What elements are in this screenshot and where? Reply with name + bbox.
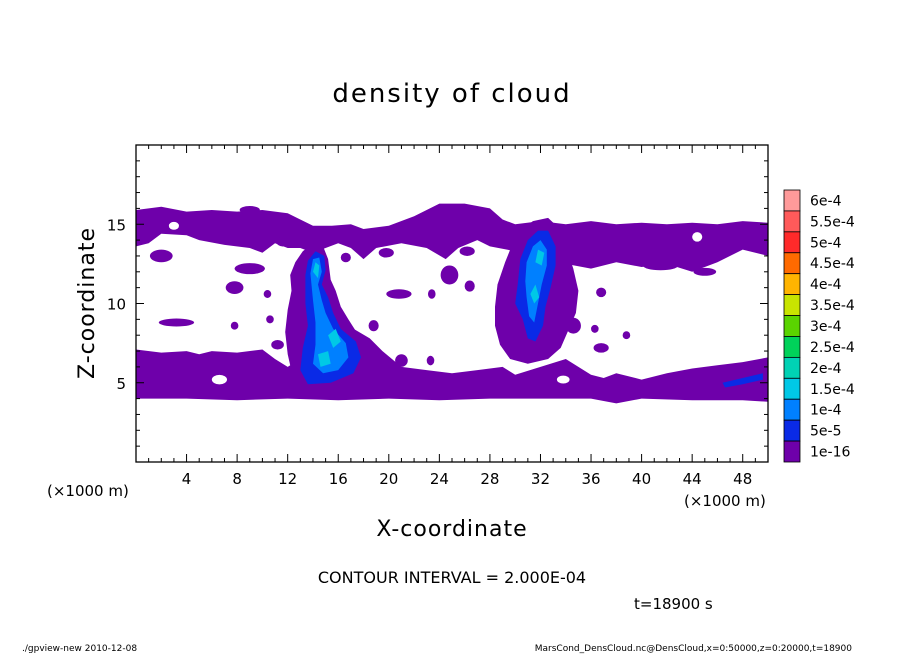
y-unit-label: (×1000 m) xyxy=(47,482,129,500)
legend-label: 5e-4 xyxy=(810,235,842,251)
cloud-blob xyxy=(459,246,475,256)
legend-label: 4e-4 xyxy=(810,277,842,293)
cloud-blob xyxy=(591,324,599,333)
legend-label: 1e-16 xyxy=(810,445,850,461)
cloud-band-lower xyxy=(136,327,768,404)
cloud-blob xyxy=(440,265,459,285)
cloud-blob xyxy=(266,315,274,324)
cloud-blob xyxy=(464,280,475,292)
x-tick-label: 48 xyxy=(733,470,752,488)
density-field xyxy=(136,203,768,404)
cloud-gap xyxy=(556,375,570,384)
x-tick-label: 16 xyxy=(329,470,348,488)
legend-label: 3e-4 xyxy=(810,319,842,335)
cloud-blob xyxy=(642,260,679,271)
cloud-blob xyxy=(368,320,379,332)
cloud-blob xyxy=(386,289,412,299)
cloud-blob xyxy=(593,343,609,353)
legend-label: 5.5e-4 xyxy=(810,214,855,230)
cloud-blob xyxy=(234,263,265,275)
y-tick-label: 5 xyxy=(116,375,126,393)
legend-swatch xyxy=(783,356,801,379)
plume-left-core-blue xyxy=(310,257,349,374)
plume-left-mid-cyan xyxy=(328,328,341,348)
cloud-blob xyxy=(427,289,436,299)
cloud-blob xyxy=(239,206,260,214)
plume-right-top-cyan xyxy=(535,249,545,266)
cloud-blob xyxy=(158,318,195,327)
legend-label: 6e-4 xyxy=(810,193,842,209)
cloud-blob xyxy=(395,354,408,367)
cloud-blob xyxy=(596,287,607,298)
cloud-blob xyxy=(378,248,394,258)
x-tick-label: 20 xyxy=(379,470,398,488)
y-tick-label: 10 xyxy=(107,296,126,314)
legend-swatch xyxy=(783,231,801,254)
footer-left: ./gpview-new 2010-12-08 xyxy=(22,644,137,654)
x-axis-label: X-coordinate xyxy=(376,517,527,542)
x-tick-label: 4 xyxy=(182,470,192,488)
x-tick-label: 40 xyxy=(632,470,651,488)
cloud-blob xyxy=(565,317,581,334)
cloud-blob xyxy=(622,331,631,340)
cloud-blob xyxy=(230,321,239,330)
legend-label: 3.5e-4 xyxy=(810,298,855,314)
legend-swatch xyxy=(783,336,801,358)
y-axis-label: Z-coordinate xyxy=(75,227,100,379)
legend-swatch xyxy=(783,398,801,421)
legend-swatch xyxy=(783,294,801,316)
cloud-gap xyxy=(211,374,228,385)
cloud-blob xyxy=(149,249,173,263)
legend-swatch xyxy=(783,252,801,275)
legend-swatch xyxy=(783,273,801,296)
x-tick-label: 36 xyxy=(581,470,600,488)
x-tick-label: 12 xyxy=(278,470,297,488)
x-unit-label: (×1000 m) xyxy=(684,492,766,510)
cloud-blob xyxy=(559,282,573,294)
cloud-blob xyxy=(693,267,717,276)
cloud-gap xyxy=(692,232,703,242)
cloud-gap xyxy=(168,221,179,230)
legend-label: 5e-5 xyxy=(810,424,841,440)
legend-label: 1.5e-4 xyxy=(810,382,855,398)
cloud-blob xyxy=(225,281,244,294)
color-legend: 6e-4 5.5e-4 5e-4 4.5e-4 4e-4 3.5e-4 3e-4 2.5e-4… xyxy=(783,189,855,463)
contour-interval-text: CONTOUR INTERVAL = 2.000E-04 xyxy=(318,568,586,587)
time-label: t=18900 s xyxy=(634,595,713,613)
y-tick-label: 15 xyxy=(107,216,126,234)
legend-label: 2.5e-4 xyxy=(810,340,855,356)
legend-swatch xyxy=(783,210,801,233)
x-tick-label: 28 xyxy=(480,470,499,488)
cloud-band-upper xyxy=(136,203,768,272)
cloud-blob xyxy=(276,236,289,247)
legend-swatch xyxy=(783,189,801,212)
legend-label: 4.5e-4 xyxy=(810,256,855,272)
lower-right-streak xyxy=(722,373,763,388)
cloud-blob xyxy=(271,339,284,350)
legend-swatch xyxy=(783,315,801,337)
cloud-blob xyxy=(263,290,272,298)
cloud-blob xyxy=(426,355,435,366)
cloud-blob xyxy=(340,252,351,263)
legend-swatch xyxy=(783,377,801,400)
plume-left-top-cyan xyxy=(313,262,320,279)
legend-label: 1e-4 xyxy=(810,403,842,419)
footer-right: MarsCond_DensCloud.nc@DensCloud,x=0:5000… xyxy=(535,644,852,654)
legend-swatch xyxy=(783,440,801,463)
x-tick-label: 8 xyxy=(232,470,242,488)
x-tick-label: 24 xyxy=(430,470,449,488)
x-tick-label: 44 xyxy=(683,470,702,488)
plume-right-mid-cyan xyxy=(530,284,540,304)
plume-left-low-cyan xyxy=(318,351,331,367)
chart-title: density of cloud xyxy=(332,79,571,109)
legend-swatch xyxy=(783,419,801,442)
legend-label: 2e-4 xyxy=(810,361,842,377)
x-tick-label: 32 xyxy=(531,470,550,488)
plot-frame xyxy=(135,144,769,463)
